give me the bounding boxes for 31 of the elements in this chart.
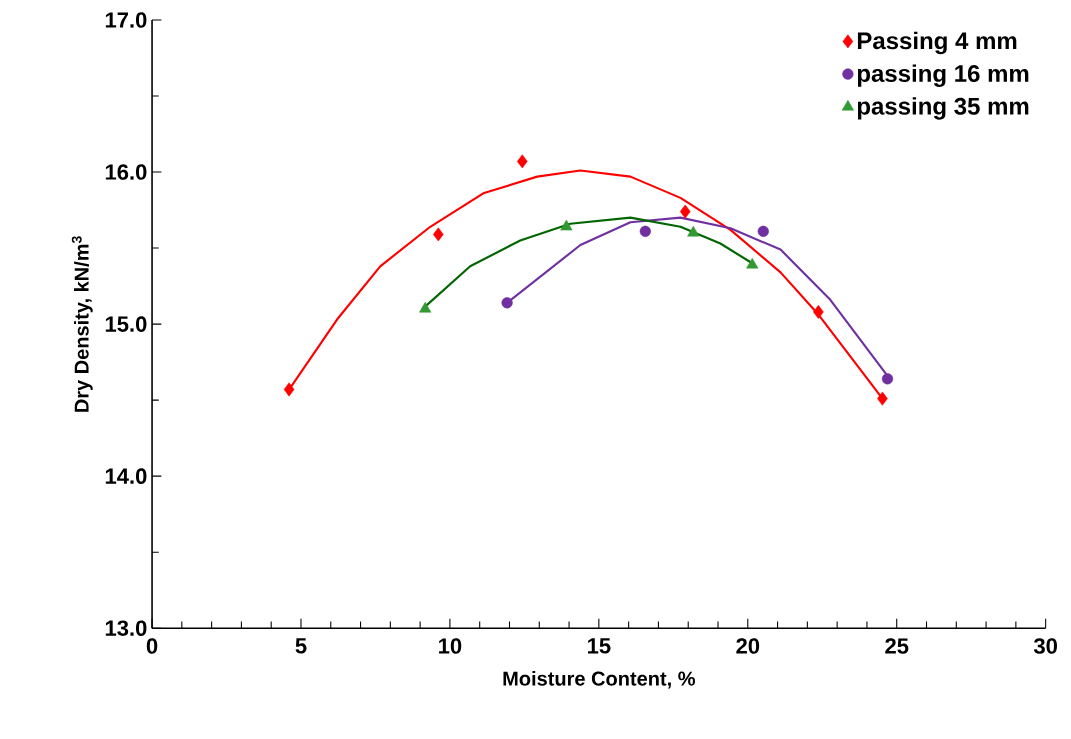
point: [501, 297, 513, 309]
point: [679, 204, 691, 219]
point: [881, 373, 894, 385]
x-tick-label: 0: [146, 638, 158, 654]
x-tick-label: 5: [295, 638, 307, 654]
point: [813, 305, 824, 319]
legend-label: passing 35 mm: [857, 97, 1029, 120]
point: [517, 154, 528, 169]
point: [877, 391, 888, 406]
x-tick-label: 30: [1033, 638, 1057, 654]
legend-label: passing 16 mm: [857, 64, 1029, 87]
y-tick-label: 13.0: [105, 620, 147, 637]
legend-label: Passing 4 mm: [857, 31, 1017, 55]
x-tick-label: 25: [885, 638, 909, 654]
x-tick-label: 20: [736, 638, 760, 654]
point: [560, 219, 573, 231]
y-axis-title: Dry Density, kN/m$^{3}$: [71, 236, 93, 412]
point: [757, 225, 769, 237]
y-tick-label: 14.0: [105, 468, 147, 484]
point: [639, 225, 651, 237]
point: [687, 225, 700, 237]
x-tick-label: 10: [439, 638, 462, 654]
y-tick-label: 15.0: [105, 316, 147, 332]
x-tick-label: 15: [588, 638, 611, 654]
y-tick-label: 17.0: [105, 12, 147, 28]
point: [433, 227, 444, 242]
point: [283, 382, 295, 397]
point: [746, 257, 759, 269]
y-tick-label: 16.0: [105, 164, 147, 180]
point: [419, 302, 432, 313]
x-axis-title: Moisture Content, %: [503, 671, 696, 689]
